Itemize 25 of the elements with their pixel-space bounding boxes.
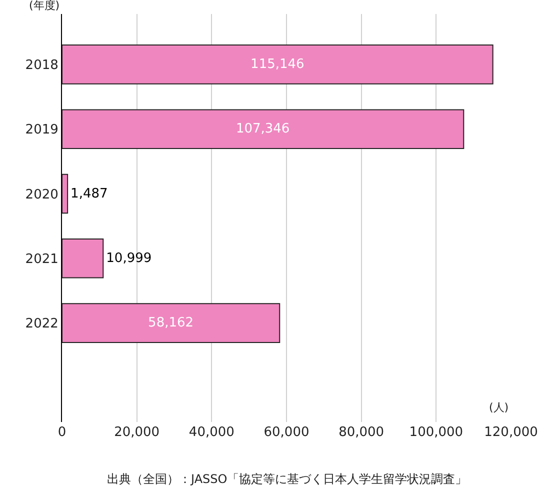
bar	[62, 238, 104, 278]
bar	[62, 174, 68, 214]
bar	[62, 44, 494, 84]
y-tick-label: 2022	[25, 316, 58, 332]
x-tick-label: 100,000	[409, 425, 464, 440]
x-tick-label: 20,000	[114, 425, 160, 440]
y-tick-label: 2020	[25, 187, 58, 202]
data-label: 10,999	[106, 250, 152, 266]
data-label: 115,146	[250, 56, 304, 72]
source-note: 出典（全国）：JASSO「協定等に基づく日本人学生留学状況調査」	[107, 472, 468, 486]
x-tick-label: 60,000	[264, 425, 310, 440]
y-axis-title: (年度)	[29, 0, 60, 12]
y-tick-label: 2018	[25, 58, 58, 73]
data-label: 1,487	[70, 186, 108, 202]
bar	[62, 109, 464, 149]
x-axis-title: (人)	[489, 401, 509, 414]
y-tick-label: 2019	[25, 122, 58, 138]
x-tick-label: 80,000	[338, 425, 384, 440]
x-tick-label: 40,000	[188, 425, 234, 440]
data-label: 58,162	[148, 316, 194, 331]
bar	[62, 303, 280, 343]
x-tick-label: 0	[58, 425, 66, 440]
x-tick-label: 120,000	[484, 425, 538, 440]
data-label: 107,346	[236, 122, 290, 137]
y-tick-label: 2021	[25, 252, 58, 267]
